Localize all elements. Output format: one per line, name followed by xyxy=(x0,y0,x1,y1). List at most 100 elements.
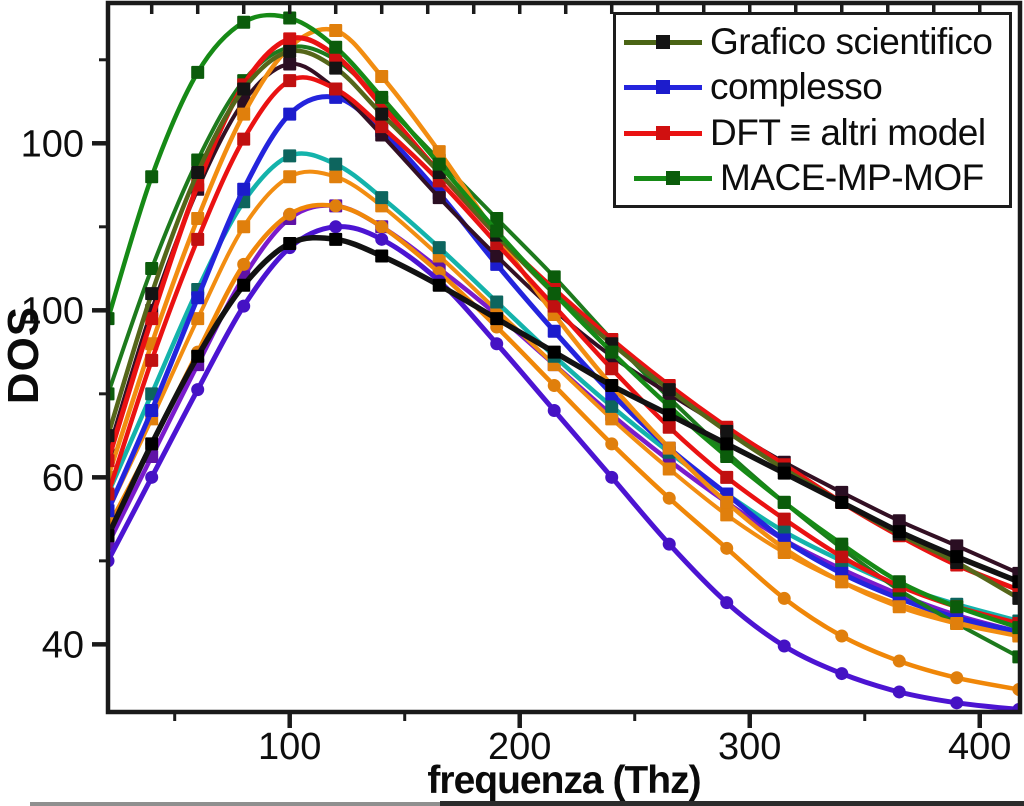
series-marker-verde-2 xyxy=(145,262,159,276)
series-marker-MACE-MP-MOF xyxy=(490,224,504,238)
series-marker-Grafico scientifico xyxy=(375,107,389,121)
series-marker-DFT-2 xyxy=(835,550,849,564)
series-marker-nero xyxy=(547,345,561,359)
legend-label: MACE-MP-MOF xyxy=(720,157,984,199)
series-marker-nero xyxy=(283,237,297,251)
series-marker-complesso xyxy=(145,404,159,418)
series-marker-DFT-2 xyxy=(720,470,734,484)
series-marker-MACE-MP-MOF xyxy=(191,65,205,79)
series-marker-arancione-media xyxy=(720,508,734,522)
legend-swatch-icon xyxy=(634,170,712,186)
series-marker-arancione-bassa xyxy=(605,437,619,451)
series-marker-indaco xyxy=(329,220,343,234)
series-marker-MACE-MP-MOF xyxy=(605,345,619,359)
series-marker-arancione-alta xyxy=(835,575,849,589)
series-marker-DFT-2 xyxy=(145,353,159,367)
series-marker-arancione-media xyxy=(191,312,205,326)
series-marker-DFT-2 xyxy=(191,232,205,246)
series-marker-nero xyxy=(720,437,734,451)
series-marker-DFT ≡ altri model xyxy=(283,32,297,46)
x-tick-label: 200 xyxy=(488,726,551,768)
series-marker-DFT-2 xyxy=(662,420,676,434)
series-marker-arancione-bassa xyxy=(375,220,389,234)
legend-swatch-icon xyxy=(624,34,702,50)
series-marker-arancione-alta xyxy=(375,69,389,83)
series-marker-MACE-MP-MOF xyxy=(720,449,734,463)
series-marker-ciano xyxy=(432,241,446,255)
series-marker-nero xyxy=(432,278,446,292)
series-marker-viola-scuro xyxy=(283,57,297,71)
series-marker-MACE-MP-MOF xyxy=(777,495,791,509)
series-marker-indaco xyxy=(950,696,964,710)
series-marker-ciano xyxy=(605,399,619,413)
series-marker-viola-scuro xyxy=(490,249,504,263)
series-marker-indaco xyxy=(720,596,734,610)
series-marker-DFT-2 xyxy=(605,362,619,376)
legend-entry-1: Grafico scientifico xyxy=(624,20,1009,64)
series-marker-arancione-bassa xyxy=(892,654,906,668)
series-marker-DFT-2 xyxy=(329,82,343,96)
series-marker-complesso xyxy=(237,182,251,196)
series-marker-indaco xyxy=(835,667,849,681)
series-marker-arancione-alta xyxy=(237,107,251,121)
screen-edge-artifact xyxy=(30,802,440,806)
series-marker-nero xyxy=(329,232,343,246)
legend-label: DFT ≡ altri model xyxy=(710,111,986,153)
series-marker-nero xyxy=(237,278,251,292)
series-marker-nero xyxy=(892,525,906,539)
series-marker-DFT-2 xyxy=(547,299,561,313)
series-marker-arancione-media xyxy=(283,170,297,184)
series-marker-MACE-MP-MOF xyxy=(145,170,159,184)
series-marker-MACE-MP-MOF xyxy=(375,90,389,104)
series-marker-ciano xyxy=(283,149,297,163)
series-marker-arancione-alta xyxy=(191,211,205,225)
series-marker-indaco xyxy=(547,404,561,418)
legend-label: complesso xyxy=(710,66,883,108)
series-marker-nero xyxy=(662,408,676,422)
series-marker-arancione-media xyxy=(605,412,619,426)
y-tick-label: 40 xyxy=(42,624,84,666)
series-marker-arancione-alta xyxy=(950,616,964,630)
series-marker-indaco xyxy=(662,537,676,551)
series-marker-arancione-alta xyxy=(662,441,676,455)
series-marker-indaco xyxy=(777,639,791,653)
series-marker-arancione-bassa xyxy=(662,491,676,505)
series-marker-ciano xyxy=(375,191,389,205)
series-marker-indaco xyxy=(191,383,205,397)
series-marker-DFT-2 xyxy=(777,512,791,526)
series-marker-MACE-MP-MOF xyxy=(283,11,297,25)
series-marker-nero xyxy=(777,466,791,480)
series-marker-complesso xyxy=(547,324,561,338)
series-marker-arancione-alta xyxy=(329,24,343,38)
series-marker-indaco xyxy=(375,232,389,246)
series-marker-DFT ≡ altri model xyxy=(145,312,159,326)
series-marker-Grafico scientifico xyxy=(283,44,297,58)
series-marker-arancione-alta xyxy=(720,495,734,509)
series-marker-verde-2 xyxy=(490,211,504,225)
series-marker-Grafico scientifico xyxy=(191,166,205,180)
legend-swatch-icon xyxy=(624,79,702,95)
series-marker-arancione-bassa xyxy=(329,199,343,213)
series-marker-arancione-media xyxy=(329,170,343,184)
series-marker-nero xyxy=(835,495,849,509)
series-marker-arancione-alta xyxy=(892,600,906,614)
series-marker-DFT-2 xyxy=(283,74,297,88)
series-marker-MACE-MP-MOF xyxy=(237,15,251,29)
series-marker-arancione-bassa xyxy=(547,378,561,392)
series-marker-viola-scuro xyxy=(892,514,906,528)
series-marker-Grafico scientifico xyxy=(720,424,734,438)
series-marker-indaco xyxy=(605,470,619,484)
series-marker-arancione-bassa xyxy=(283,207,297,221)
series-marker-arancione-bassa xyxy=(777,591,791,605)
series-marker-viola-scuro xyxy=(950,539,964,553)
x-tick-label: 100 xyxy=(258,726,321,768)
series-marker-MACE-MP-MOF xyxy=(950,600,964,614)
y-tick-label: 100 xyxy=(21,290,84,332)
series-marker-nero xyxy=(375,249,389,263)
y-tick-label: 60 xyxy=(42,457,84,499)
series-marker-arancione-media xyxy=(237,220,251,234)
x-tick-label: 300 xyxy=(718,726,781,768)
series-marker-ciano xyxy=(490,295,504,309)
series-marker-MACE-MP-MOF xyxy=(835,537,849,551)
